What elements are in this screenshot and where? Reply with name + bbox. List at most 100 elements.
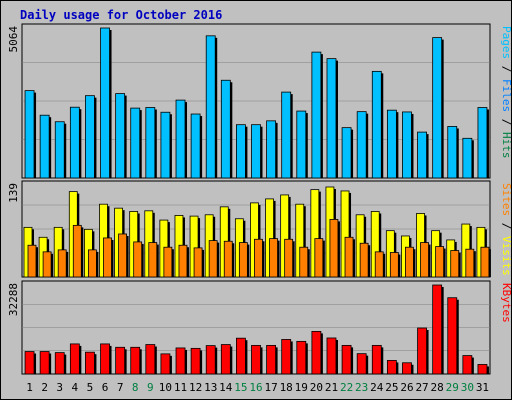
bar-sites-day-28 xyxy=(435,246,445,278)
bar-sites-day-17 xyxy=(269,238,278,278)
bar-hits-day-24 xyxy=(371,70,382,179)
bar-hits-day-22 xyxy=(341,127,352,179)
bar-sites-day-26 xyxy=(405,246,414,278)
legend-label: Hits xyxy=(500,132,512,159)
day-label-10: 10 xyxy=(159,381,172,394)
bar-hits-day-5 xyxy=(85,95,95,179)
bar-hits-day-6 xyxy=(100,27,110,179)
bar-hits-day-10 xyxy=(160,111,171,179)
bar-hits-day-11 xyxy=(175,99,186,179)
bar-kbytes-day-3 xyxy=(54,352,65,375)
bar-kbytes-day-8 xyxy=(130,346,141,375)
day-label-2: 2 xyxy=(41,381,48,394)
bar-sites-day-7 xyxy=(118,233,127,278)
chart-title: Daily usage for October 2016 xyxy=(20,8,222,22)
bar-kbytes-day-13 xyxy=(205,345,216,375)
bar-hits-day-7 xyxy=(115,93,126,179)
bar-sites-day-20 xyxy=(314,238,324,278)
bar-sites-day-30 xyxy=(465,248,475,278)
bar-sites-day-14 xyxy=(223,240,233,278)
legend-label: / xyxy=(500,59,512,79)
bar-sites-day-15 xyxy=(238,242,248,278)
day-label-30: 30 xyxy=(461,381,474,394)
bar-sites-day-22 xyxy=(344,236,354,278)
bar-kbytes-day-29 xyxy=(447,297,458,375)
bar-kbytes-day-21 xyxy=(326,337,337,375)
bar-sites-day-29 xyxy=(450,250,460,278)
bar-kbytes-day-10 xyxy=(160,353,171,375)
bar-kbytes-day-27 xyxy=(417,327,427,375)
bar-sites-day-13 xyxy=(208,240,218,278)
panel-bottom: 32288 KBytes xyxy=(7,280,512,375)
panel-middle-max-label: 139 xyxy=(7,183,20,203)
bar-sites-day-6 xyxy=(103,237,112,278)
bar-kbytes-day-24 xyxy=(371,344,382,375)
bar-hits-day-14 xyxy=(220,79,231,179)
bar-kbytes-day-11 xyxy=(175,347,186,375)
bar-kbytes-day-23 xyxy=(356,353,367,375)
bar-kbytes-day-22 xyxy=(341,344,352,375)
day-label-3: 3 xyxy=(56,381,63,394)
bar-hits-day-23 xyxy=(356,111,367,179)
day-label-27: 27 xyxy=(415,381,428,394)
day-label-29: 29 xyxy=(446,381,459,394)
legend-label: KBytes xyxy=(500,283,512,323)
day-label-7: 7 xyxy=(117,381,124,394)
bar-hits-day-4 xyxy=(69,106,80,179)
day-label-4: 4 xyxy=(72,381,79,394)
day-label-31: 31 xyxy=(476,381,489,394)
bar-kbytes-day-20 xyxy=(311,331,322,375)
bar-hits-day-15 xyxy=(236,124,246,179)
day-label-19: 19 xyxy=(295,381,308,394)
bar-kbytes-day-25 xyxy=(386,360,397,375)
day-label-21: 21 xyxy=(325,381,338,394)
bar-kbytes-day-12 xyxy=(190,347,201,375)
bar-hits-day-29 xyxy=(447,126,458,179)
day-label-12: 12 xyxy=(189,381,202,394)
bar-sites-day-11 xyxy=(178,244,188,278)
day-label-16: 16 xyxy=(249,381,262,394)
day-label-11: 11 xyxy=(174,381,187,394)
day-label-9: 9 xyxy=(147,381,154,394)
bar-sites-day-16 xyxy=(254,238,263,278)
day-label-28: 28 xyxy=(431,381,444,394)
bar-sites-day-9 xyxy=(148,242,158,278)
legend-label: Sites xyxy=(500,183,512,216)
bar-hits-day-26 xyxy=(402,111,412,179)
bar-sites-day-1 xyxy=(27,244,37,278)
bar-kbytes-day-9 xyxy=(145,344,156,375)
day-label-13: 13 xyxy=(204,381,217,394)
bar-sites-day-3 xyxy=(57,249,67,278)
bar-hits-day-12 xyxy=(190,113,201,179)
panel-middle-legend: Sites / Visits xyxy=(500,183,512,276)
bar-kbytes-day-19 xyxy=(296,340,307,375)
bar-sites-day-24 xyxy=(374,251,384,278)
legend-label: / xyxy=(500,112,512,132)
panel-top-max-label: 5064 xyxy=(7,26,20,53)
day-label-22: 22 xyxy=(340,381,353,394)
day-label-18: 18 xyxy=(280,381,293,394)
bar-hits-day-27 xyxy=(417,131,427,179)
bar-sites-day-21 xyxy=(329,219,339,278)
legend-label: Files xyxy=(500,79,512,112)
bar-hits-day-18 xyxy=(281,91,292,179)
day-label-6: 6 xyxy=(102,381,109,394)
panel-top: 5064 Pages / Files / Hits xyxy=(7,23,512,179)
day-label-14: 14 xyxy=(219,381,233,394)
day-label-8: 8 xyxy=(132,381,139,394)
day-label-24: 24 xyxy=(370,381,384,394)
bar-kbytes-day-5 xyxy=(85,351,95,375)
day-label-17: 17 xyxy=(264,381,277,394)
panel-bottom-legend: KBytes xyxy=(500,283,512,323)
bar-sites-day-25 xyxy=(389,252,399,278)
bar-hits-day-13 xyxy=(205,35,216,179)
bar-hits-day-1 xyxy=(24,90,35,179)
bar-sites-day-31 xyxy=(480,246,490,278)
bar-kbytes-day-28 xyxy=(432,284,443,375)
bar-hits-day-28 xyxy=(432,37,443,179)
bar-hits-day-3 xyxy=(54,121,65,179)
bar-hits-day-8 xyxy=(130,107,141,179)
day-label-23: 23 xyxy=(355,381,368,394)
panel-top-legend: Pages / Files / Hits xyxy=(500,26,512,159)
